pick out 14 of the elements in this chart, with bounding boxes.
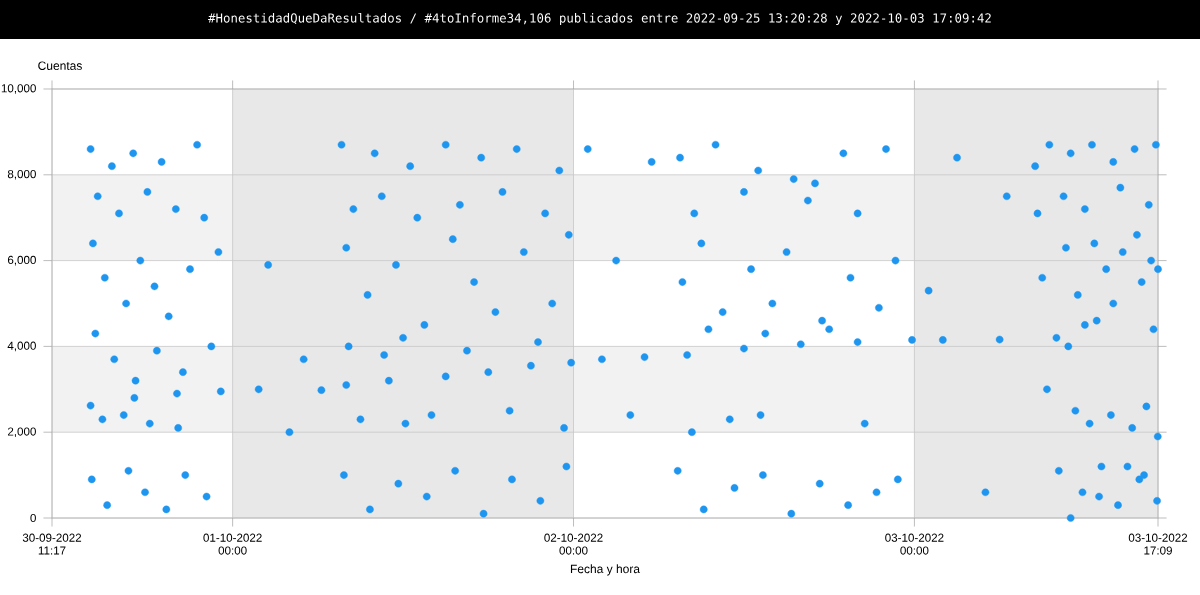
y-tick-label: 10,000 bbox=[1, 84, 36, 94]
x-tick-label: 03-10-2022 17:09 bbox=[1128, 533, 1188, 555]
x-tick-label: 01-10-2022 00:00 bbox=[203, 533, 262, 555]
y-tick-label: 8,000 bbox=[7, 170, 36, 180]
y-tick-label: 2,000 bbox=[7, 427, 36, 437]
x-tick-label: 03-10-2022 00:00 bbox=[885, 533, 944, 555]
y-tick-label: 0 bbox=[30, 513, 36, 523]
y-tick-label: 4,000 bbox=[7, 341, 36, 352]
x-axis-title: Fecha y hora bbox=[570, 564, 641, 576]
chart-title: #HonestidadQueDaResultados / #4toInforme34,106 publicados entre 2022-09-25 13:20:28 y 2022-10-03 17:09:42 bbox=[208, 12, 991, 26]
y-tick-label: 6,000 bbox=[7, 255, 36, 266]
x-tick-label: 30-09-2022 11:17 bbox=[22, 533, 82, 555]
x-tick-label: 02-10-2022 00:00 bbox=[544, 533, 603, 555]
y-axis-title: Cuentas bbox=[38, 61, 82, 70]
